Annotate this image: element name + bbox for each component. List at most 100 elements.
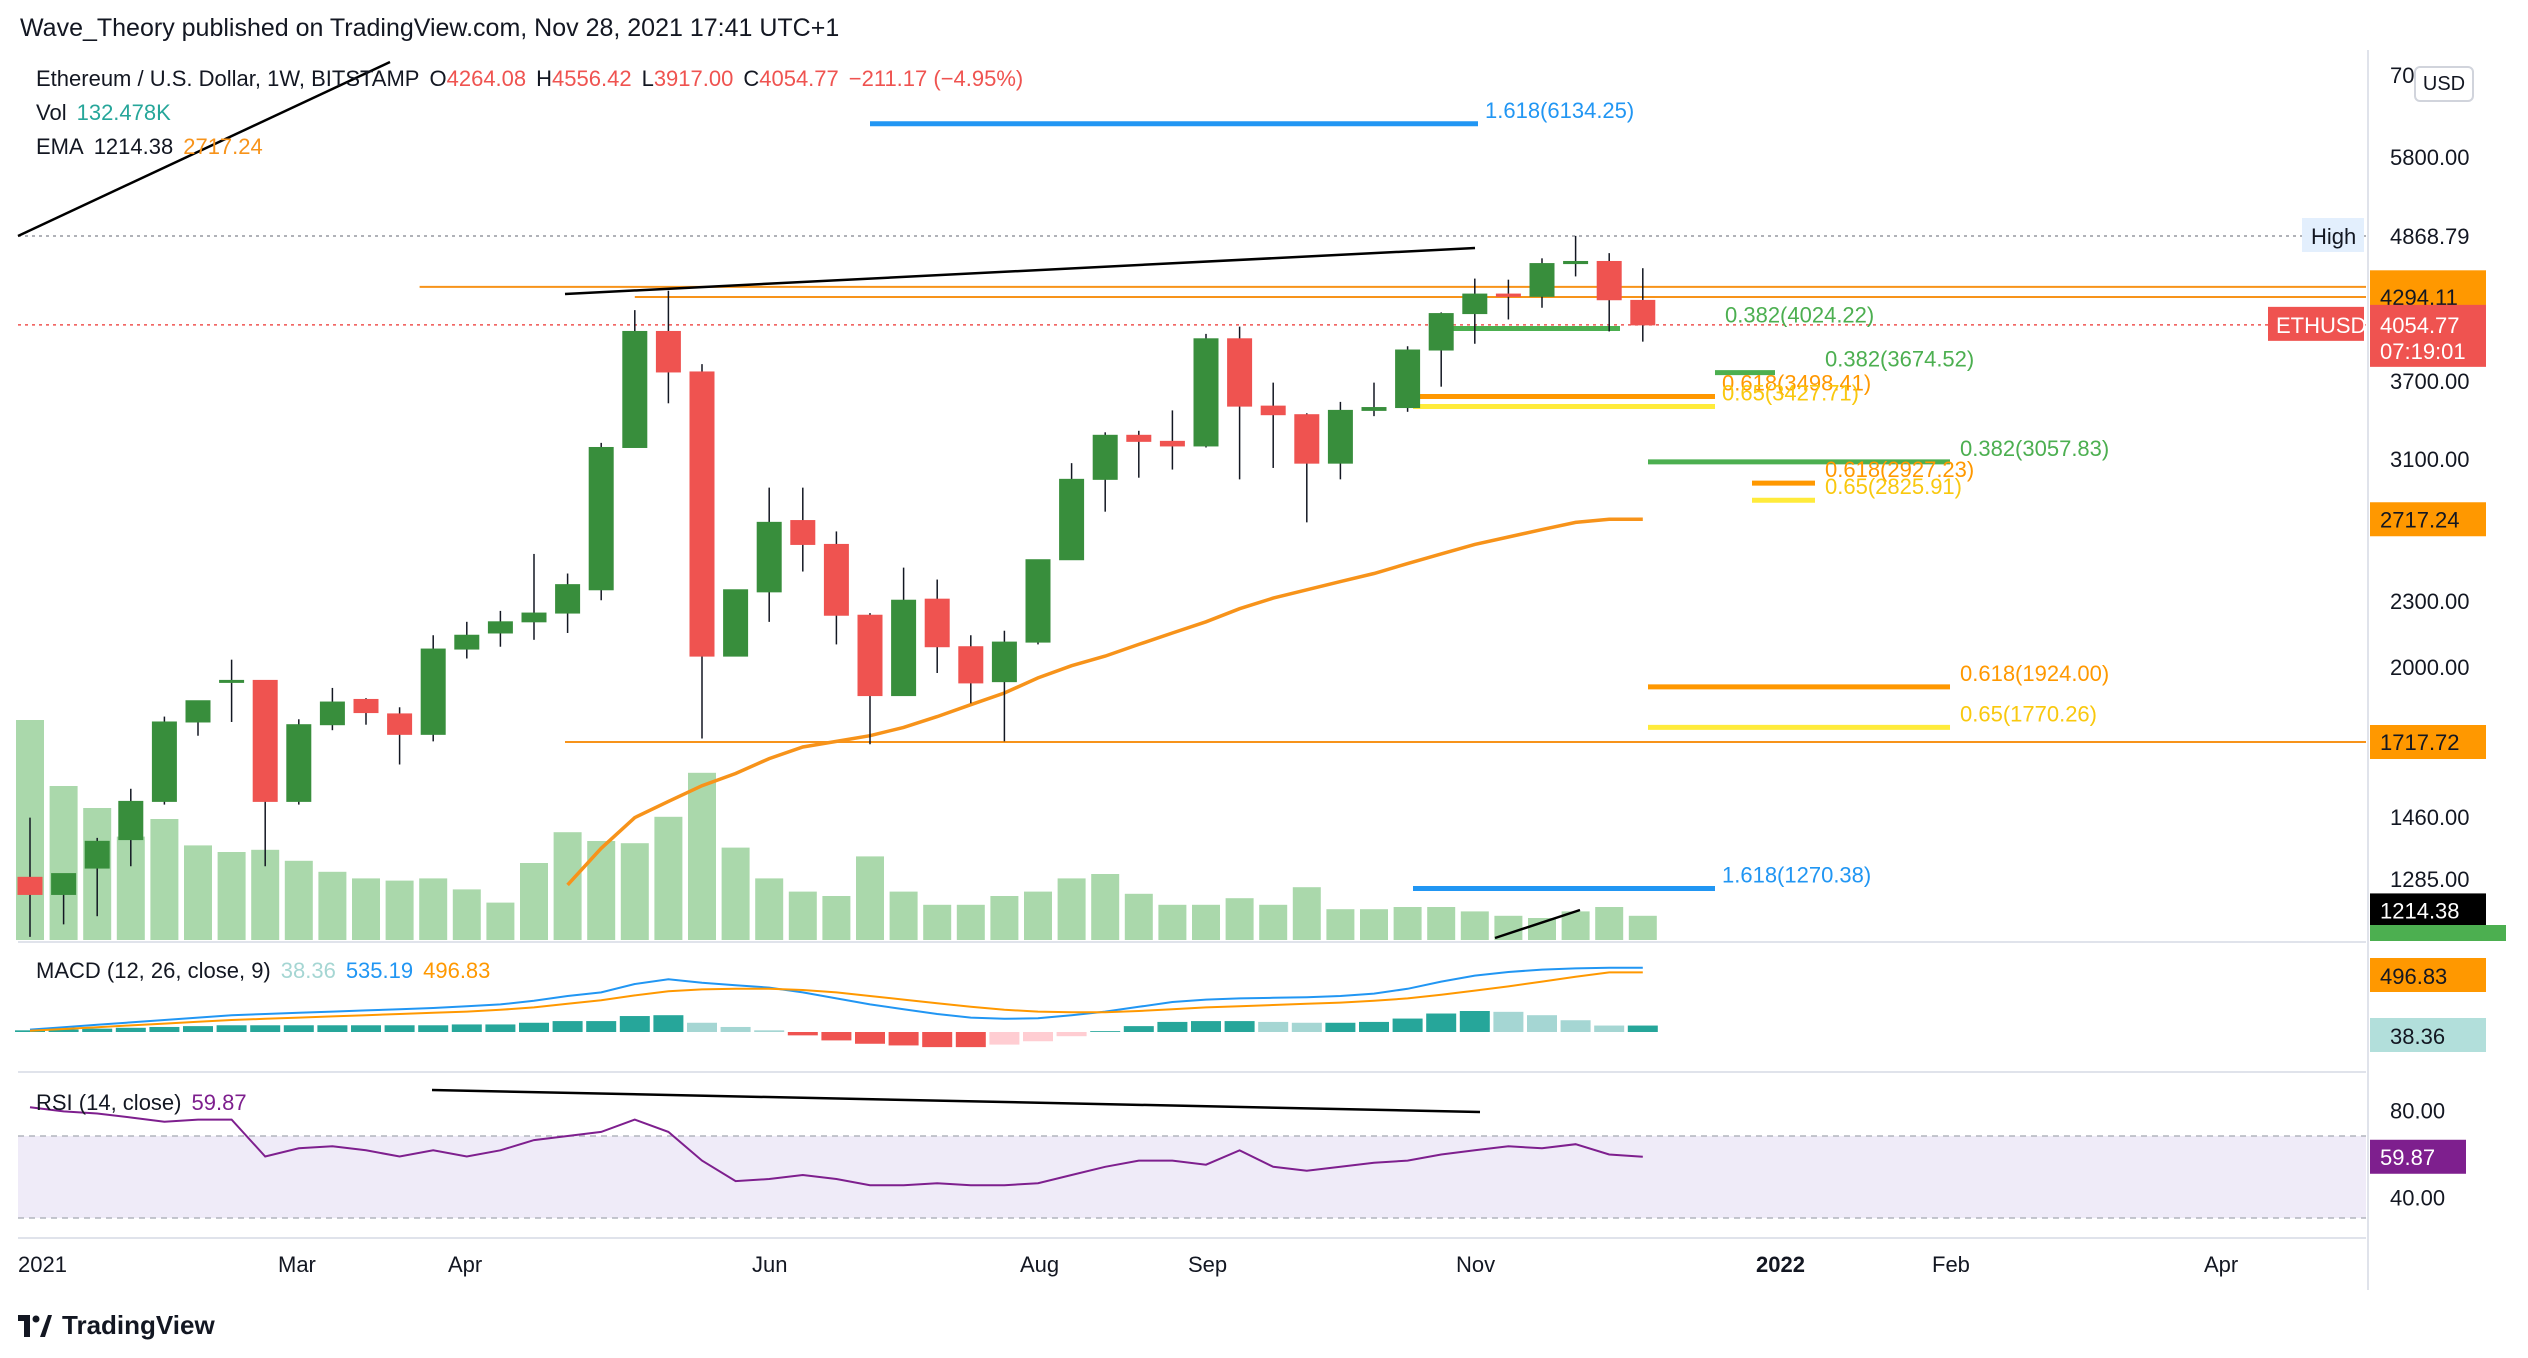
volume-bar [486, 902, 515, 940]
macd-histogram-bar [1527, 1015, 1557, 1032]
candle-body [689, 371, 715, 657]
macd-histogram-bar [1123, 1026, 1154, 1032]
candle-body [353, 698, 379, 714]
volume-bar [553, 832, 582, 940]
volume-bar [1091, 874, 1120, 940]
fib-level-label: 0.65(3427.71) [1722, 380, 1859, 405]
macd-histogram-bar [989, 1032, 1020, 1045]
macd-histogram-bar [451, 1024, 482, 1032]
macd-histogram-bar [216, 1025, 247, 1032]
rsi-tag-bg [2370, 1139, 2466, 1174]
macd-histogram-bar [418, 1025, 449, 1032]
macd-histogram-bar [317, 1025, 348, 1032]
candle-body [151, 721, 177, 802]
volume-price-tag-bg [2370, 925, 2506, 941]
last-price-tag-value: 4054.77 [2380, 313, 2460, 338]
volume-bar [150, 819, 179, 940]
rsi-band-fill [18, 1136, 2366, 1218]
price-axis-tick-label: 1460.00 [2390, 805, 2470, 830]
volume-bar [889, 891, 918, 940]
volume-bar [587, 841, 616, 940]
fib-level-label: 0.618(3498.41) [1722, 371, 1871, 396]
volume-bar [352, 878, 380, 940]
tradingview-logo[interactable]: TradingView [18, 1310, 215, 1341]
candle-body [655, 330, 681, 373]
fib-level-label: 0.618(2927.23) [1825, 457, 1974, 482]
macd-histogram-bar [687, 1022, 717, 1032]
candle-body [1563, 260, 1589, 265]
macd-histogram-bar [485, 1024, 516, 1032]
macd-histogram-bar [1627, 1025, 1658, 1032]
price-axis-tick-label: 3700.00 [2390, 369, 2470, 394]
macd-histogram-bar [384, 1025, 415, 1032]
macd-hist-tag-bg [2370, 1018, 2486, 1052]
candle-body [387, 713, 413, 735]
macd-histogram-bar [82, 1028, 113, 1032]
candle-body [1630, 299, 1656, 326]
rsi-axis-tick-label: 80.00 [2390, 1099, 2445, 1124]
candle-body [1227, 338, 1253, 407]
volume-bar [1057, 878, 1086, 940]
rsi-line [29, 1106, 1643, 1187]
trendline-top [564, 246, 1476, 296]
volume-bar [990, 896, 1019, 940]
macd-histogram-bar [1392, 1018, 1423, 1032]
candle-body [1159, 440, 1185, 447]
volume-bar [184, 845, 212, 940]
tradingview-icon [18, 1314, 52, 1337]
macd-hist-value: 38.36 [280, 958, 336, 983]
symbol-tag-bg [2268, 306, 2364, 341]
macd-legend: MACD (12, 26, close, 9) 38.36 535.19 496.83 [36, 958, 500, 984]
symbol-legend: Ethereum / U.S. Dollar, 1W, BITSTAMP O426… [36, 66, 1033, 92]
volume-bar [856, 856, 884, 940]
currency-button[interactable]: USD [2414, 66, 2474, 102]
fib-level-label: 0.65(1770.26) [1960, 701, 2097, 726]
candle-body [958, 646, 984, 684]
macd-histogram-bar [955, 1032, 986, 1048]
macd-line [29, 966, 1643, 1031]
ema-line [566, 517, 1643, 887]
macd-histogram-bar [115, 1027, 146, 1032]
macd-histogram-bar [1056, 1032, 1087, 1037]
publisher-header: Wave_Theory published on TradingView.com… [20, 14, 840, 42]
time-axis-tick-label: Sep [1188, 1252, 1227, 1277]
fib-level-label: 0.618(1924.00) [1960, 661, 2109, 686]
volume-bar [1595, 907, 1624, 940]
volume-bar [1024, 891, 1052, 940]
macd-histogram-bar [1325, 1022, 1356, 1032]
last-price-tag-bg [2370, 304, 2486, 367]
volume-bar [688, 772, 716, 940]
candle-body [1529, 263, 1555, 297]
price-tag-bg [2370, 502, 2486, 537]
fib-level-label: 0.382(3057.83) [1960, 436, 2109, 461]
candle-body [588, 446, 614, 591]
macd-histogram-bar [351, 1025, 381, 1032]
macd-histogram-bar [283, 1025, 314, 1032]
macd-histogram-bar [48, 1029, 79, 1032]
macd-histogram-bar [855, 1032, 885, 1044]
high-value: 4556.42 [552, 66, 632, 91]
ema-label: EMA [36, 134, 84, 159]
brand-name: TradingView [62, 1310, 215, 1340]
time-axis-tick-label: Nov [1456, 1252, 1495, 1277]
candle-body [1294, 414, 1320, 464]
vol-label: Vol [36, 100, 67, 125]
candle-body [319, 701, 345, 726]
time-axis-tick-label: Mar [278, 1252, 316, 1277]
candle-body [454, 634, 480, 650]
macd-histogram-bar [1157, 1021, 1188, 1032]
macd-histogram-bar [720, 1026, 751, 1032]
price-axis-tick-label: 2000.00 [2390, 655, 2470, 680]
macd-histogram-bar [1359, 1021, 1389, 1032]
macd-histogram-bar [1594, 1025, 1625, 1032]
low-value: 3917.00 [653, 66, 734, 91]
vol-value: 132.478K [76, 100, 171, 125]
candle-body [924, 598, 950, 648]
fib-level-label: 0.382(4024.22) [1725, 303, 1874, 328]
high-label: H [536, 66, 553, 91]
volume-bar [284, 860, 313, 940]
price-axis-tick-label: 2300.00 [2390, 589, 2470, 614]
volume-bar [1326, 909, 1355, 940]
volume-bar [1528, 918, 1556, 940]
